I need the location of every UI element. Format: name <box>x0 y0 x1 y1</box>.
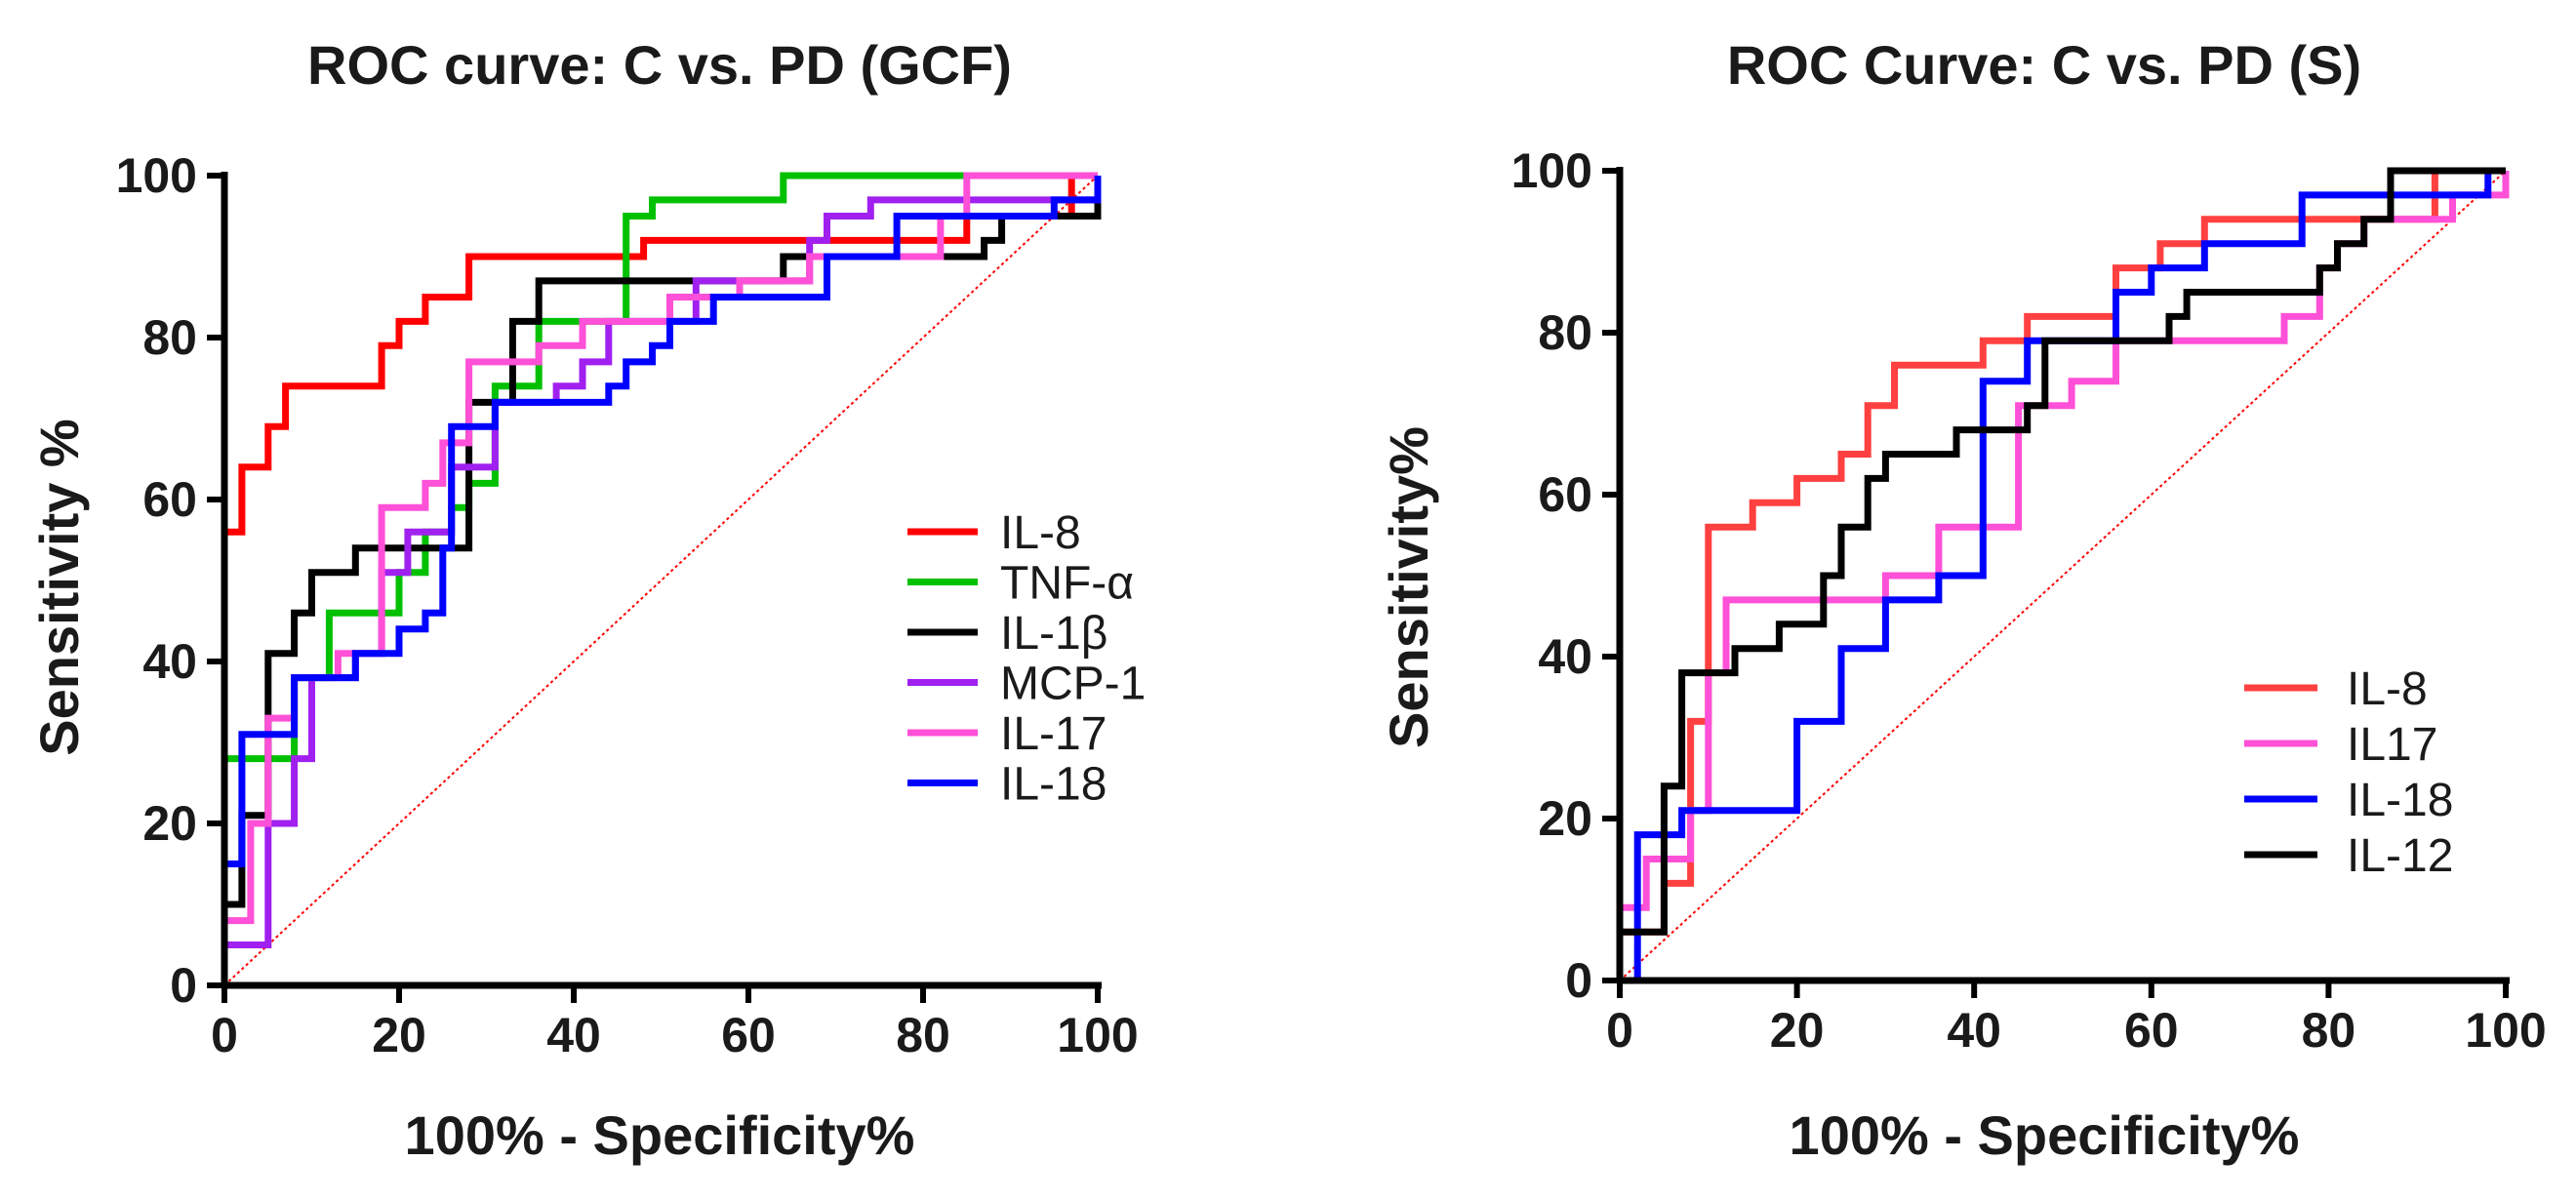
legend-label-il-17: IL-17 <box>1000 708 1107 760</box>
legend-label-tnf-: TNF-α <box>1000 558 1134 610</box>
chart-gcf: ROC curve: C vs. PD (GCF) 100% - Specifi… <box>28 34 1146 1166</box>
roc-curve-il-8 <box>1616 167 2506 981</box>
roc-curve-il-17 <box>221 172 1098 985</box>
y-axis-label: Sensitivity% <box>1378 426 1439 748</box>
legend-label-il-8: IL-8 <box>1000 507 1081 559</box>
chart-title: ROC curve: C vs. PD (GCF) <box>307 34 1012 96</box>
series-layer <box>1616 167 2510 984</box>
axes: 0 20 40 60 80 100 0 20 40 60 80 100 <box>1511 143 2547 1058</box>
x-tick-label: 20 <box>372 1008 426 1062</box>
x-axis-label: 100% - Specificity% <box>405 1104 915 1166</box>
chart-serum: ROC Curve: C vs. PD (S) 100% - Specifici… <box>1378 34 2547 1166</box>
series-layer <box>221 172 1102 985</box>
legend-label-il-1-: IL-1β <box>1000 608 1107 660</box>
y-tick-label: 40 <box>1538 629 1592 684</box>
y-tick-label: 80 <box>142 310 197 365</box>
x-tick-label: 60 <box>2124 1003 2179 1058</box>
axes: 0 20 40 60 80 100 0 20 40 60 80 100 <box>116 148 1139 1062</box>
roc-curve-il-8 <box>221 172 1098 985</box>
y-axis-label: Sensitivity % <box>28 419 90 755</box>
y-tick-label: 0 <box>170 958 197 1013</box>
reference-line <box>1619 170 2507 981</box>
chart-title: ROC Curve: C vs. PD (S) <box>1727 34 2361 96</box>
reference-diagonal-line <box>1619 170 2507 981</box>
x-tick-label: 0 <box>1606 1003 1633 1058</box>
y-tick-label: 20 <box>1538 791 1592 846</box>
roc-curve-il-18 <box>221 176 1102 985</box>
x-tick-label: 20 <box>1770 1003 1825 1058</box>
y-tick-label: 20 <box>142 796 197 851</box>
y-tick-label: 100 <box>1511 143 1592 198</box>
legend-label-mcp-1: MCP-1 <box>1000 659 1146 710</box>
y-tick-label: 0 <box>1565 953 1592 1008</box>
x-tick-label: 40 <box>546 1008 601 1062</box>
x-axis-label: 100% - Specificity% <box>1790 1104 2300 1166</box>
roc-curve-mcp-1 <box>221 176 1102 985</box>
y-tick-label: 40 <box>142 634 197 689</box>
legend-label-il-18: IL-18 <box>1000 759 1107 811</box>
legend-label-il-8: IL-8 <box>2347 663 2428 715</box>
x-tick-label: 80 <box>896 1008 950 1062</box>
y-tick-label: 100 <box>116 148 197 203</box>
y-tick-label: 60 <box>1538 467 1592 522</box>
roc-curve-il-12 <box>1616 167 2506 981</box>
x-tick-label: 100 <box>2465 1003 2546 1058</box>
y-tick-label: 80 <box>1538 305 1592 360</box>
x-tick-label: 80 <box>2302 1003 2356 1058</box>
y-tick-label: 60 <box>142 472 197 527</box>
x-tick-label: 0 <box>211 1008 238 1062</box>
x-tick-label: 60 <box>721 1008 776 1062</box>
legend-label-il-12: IL-12 <box>2347 830 2453 882</box>
legend-label-il-18: IL-18 <box>2347 775 2453 826</box>
x-tick-label: 40 <box>1947 1003 2001 1058</box>
x-tick-label: 100 <box>1057 1008 1138 1062</box>
roc-curve-il-18 <box>1620 167 2506 984</box>
legend-label-il17: IL17 <box>2347 719 2437 771</box>
